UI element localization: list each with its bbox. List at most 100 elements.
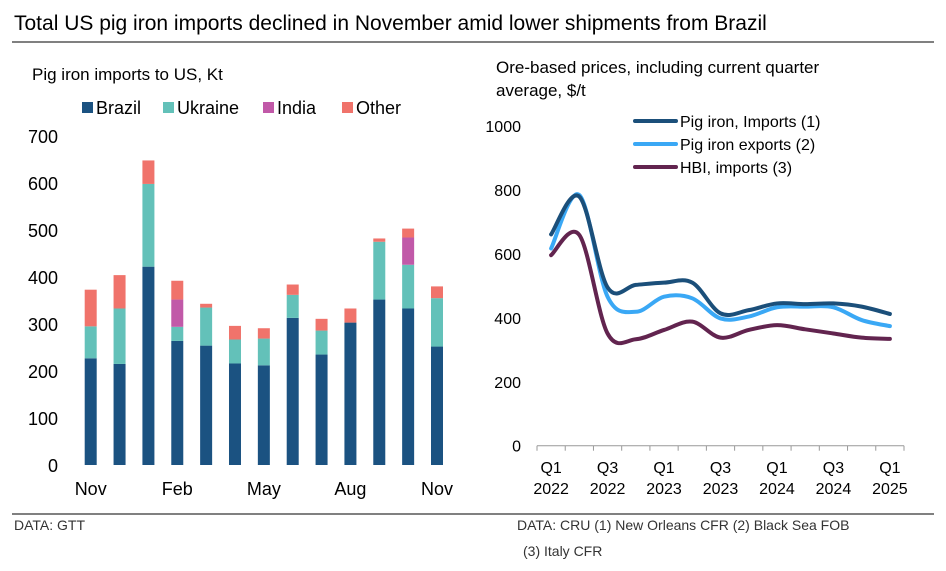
bar-ukraine [402, 264, 415, 309]
legend-swatch-ukraine [163, 102, 174, 113]
x-tick-label-year: 2022 [533, 481, 569, 498]
bar-brazil [200, 345, 213, 465]
left-x-axis: Nov Feb May Aug Nov [75, 479, 453, 499]
bar-other [113, 275, 126, 309]
x-tick-label-year: 2025 [872, 481, 908, 498]
bar-brazil [257, 365, 270, 465]
right-source-line2: (3) Italy CFR [523, 543, 602, 559]
y-tick-label: 300 [28, 315, 58, 335]
bar-india [171, 299, 184, 327]
y-tick-label: 500 [28, 221, 58, 241]
bar-other [286, 284, 299, 295]
left-source: DATA: GTT [14, 517, 85, 533]
bar-brazil [142, 266, 155, 465]
bar-other [257, 328, 270, 339]
x-tick-label-year: 2024 [816, 481, 852, 498]
bar-other [344, 308, 357, 323]
left-legend: Brazil Ukraine India Other [82, 98, 401, 118]
bar-india [402, 237, 415, 265]
bar-ukraine [84, 326, 97, 359]
right-legend: Pig iron, Imports (1) Pig iron exports (2… [633, 114, 820, 177]
bar-brazil [84, 358, 97, 465]
legend-label: Brazil [96, 98, 141, 118]
bar-ukraine [431, 298, 443, 347]
y-tick-label: 400 [28, 268, 58, 288]
bar-other [402, 228, 415, 238]
figure-title: Total US pig iron imports declined in No… [14, 12, 767, 35]
left-chart-title: Pig iron imports to US, Kt [32, 65, 223, 84]
y-tick-label: 400 [494, 311, 521, 328]
y-tick-label: 100 [28, 409, 58, 429]
bar-other [142, 160, 155, 184]
x-tick-label-year: 2022 [590, 481, 626, 498]
bar-other [228, 325, 241, 340]
bar-brazil [402, 308, 415, 465]
legend-label: Pig iron, Imports (1) [680, 114, 820, 131]
right-y-axis: 0 200 400 600 800 1000 [485, 119, 521, 456]
x-tick-label: May [247, 479, 281, 499]
bar-brazil [431, 346, 443, 465]
bar-ukraine [171, 326, 184, 341]
bar-brazil [171, 340, 184, 465]
x-tick-label: Nov [421, 479, 453, 499]
bar-ukraine [257, 338, 270, 366]
right-chart-title-line2: average, $/t [496, 81, 586, 100]
y-tick-label: 0 [48, 456, 58, 476]
y-tick-label: 1000 [485, 119, 521, 136]
right-chart-title-line1: Ore-based prices, including current quar… [496, 58, 819, 77]
bar-other [171, 280, 184, 300]
x-tick-label: Feb [162, 479, 193, 499]
bar-other [200, 303, 213, 308]
bar-brazil [228, 363, 241, 465]
bar-ukraine [286, 294, 299, 318]
right-x-axis: Q1 2022 Q3 2022 Q1 2023 Q3 2023 Q1 2024 Q3 2024 Q1 20… [533, 445, 908, 498]
x-tick-label-quarter: Q1 [766, 460, 787, 477]
legend-label: Ukraine [177, 98, 239, 118]
x-tick-label-quarter: Q1 [653, 460, 674, 477]
left-y-axis: 0 100 200 300 400 500 600 700 [28, 127, 58, 476]
x-tick-label-quarter: Q3 [823, 460, 844, 477]
y-tick-label: 200 [28, 362, 58, 382]
x-tick-label: Nov [75, 479, 107, 499]
legend-swatch-other [342, 102, 353, 113]
y-tick-label: 0 [512, 439, 521, 456]
bar-other [373, 238, 386, 242]
line-pig-iron-imports-1 [549, 193, 892, 318]
x-tick-label-year: 2023 [703, 481, 739, 498]
y-tick-label: 600 [494, 247, 521, 264]
legend-swatch-brazil [82, 102, 93, 113]
bar-ukraine [200, 307, 213, 346]
bar-brazil [113, 363, 126, 465]
bar-brazil [344, 322, 357, 465]
bar-ukraine [373, 241, 386, 300]
x-tick-label-year: 2024 [759, 481, 795, 498]
bar-ukraine [113, 308, 126, 364]
bar-ukraine [315, 330, 328, 355]
x-tick-label-year: 2023 [646, 481, 682, 498]
bar-brazil [373, 299, 386, 465]
legend-label: HBI, imports (3) [680, 160, 792, 177]
legend-label: Other [356, 98, 401, 118]
x-tick-label: Aug [334, 479, 366, 499]
x-tick-label-quarter: Q3 [597, 460, 618, 477]
left-bars [84, 160, 443, 465]
x-tick-label-quarter: Q1 [540, 460, 561, 477]
bar-brazil [286, 317, 299, 465]
left-chart: Pig iron imports to US, Kt Brazil Ukraine… [28, 65, 453, 499]
legend-label: Pig iron exports (2) [680, 137, 815, 154]
x-tick-label-quarter: Q3 [710, 460, 731, 477]
right-chart: Ore-based prices, including current quar… [485, 58, 907, 498]
legend-label: India [277, 98, 317, 118]
x-tick-label-quarter: Q1 [879, 460, 900, 477]
line-pig-iron-exports-2 [549, 192, 892, 329]
bar-other [84, 289, 97, 327]
right-lines [549, 192, 892, 346]
right-source-line1: DATA: CRU (1) New Orleans CFR (2) Black … [517, 517, 849, 533]
line-hbi-imports-3 [549, 229, 892, 346]
legend-swatch-india [263, 102, 274, 113]
y-tick-label: 700 [28, 127, 58, 147]
y-tick-label: 600 [28, 174, 58, 194]
bar-other [315, 318, 328, 331]
y-tick-label: 800 [494, 183, 521, 200]
